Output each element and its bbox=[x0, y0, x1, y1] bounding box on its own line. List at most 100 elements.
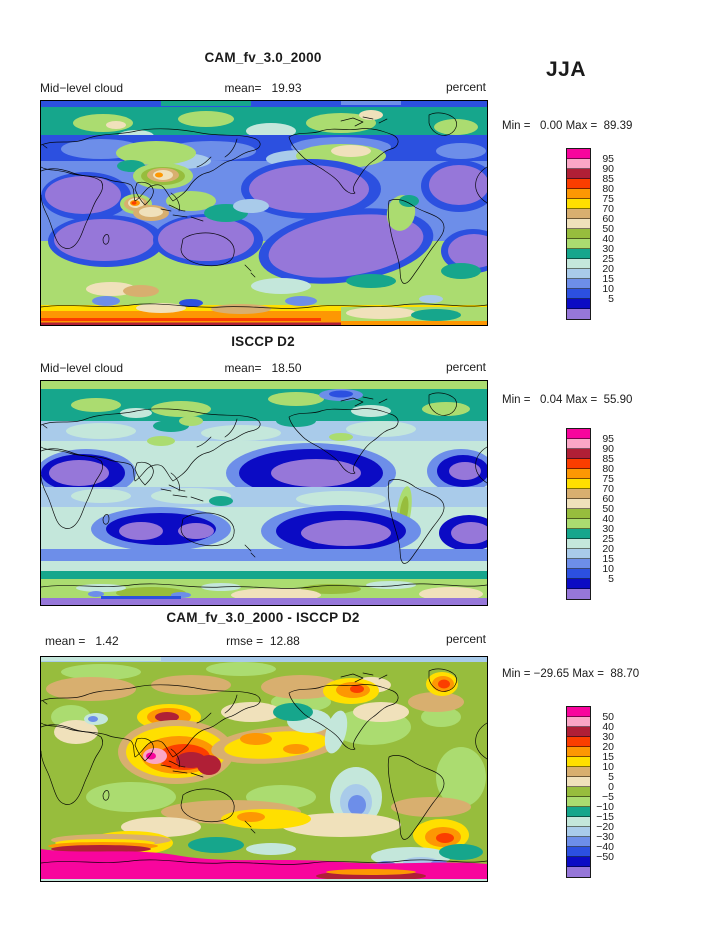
colorbar-swatch-crimson bbox=[567, 727, 590, 737]
colorbar-swatch-crimson bbox=[567, 169, 590, 179]
colorbar-3-bar bbox=[566, 706, 591, 878]
panel3-title: CAM_fv_3.0_2000 - ISCCP D2 bbox=[166, 610, 360, 625]
panel3-mean-label: mean = 1.42 bbox=[45, 634, 119, 648]
colorbar-label: 40 bbox=[602, 233, 614, 245]
colorbar-swatch-lightgreen bbox=[567, 797, 590, 807]
colorbar-swatch-lightblue bbox=[567, 269, 590, 279]
map-panel2 bbox=[40, 380, 488, 606]
colorbar-swatch-palecyan bbox=[567, 817, 590, 827]
colorbar-label: 20 bbox=[602, 263, 614, 275]
colorbar-label: 20 bbox=[602, 741, 614, 753]
colorbar-label: 70 bbox=[602, 203, 614, 215]
colorbar-swatch-lightgreen bbox=[567, 519, 590, 529]
colorbar-label: 15 bbox=[602, 553, 614, 565]
map2-graphic bbox=[41, 381, 487, 605]
colorbar-label: −20 bbox=[596, 821, 614, 833]
colorbar-label: 70 bbox=[602, 483, 614, 495]
colorbar-label: 5 bbox=[608, 771, 614, 783]
colorbar-label: 80 bbox=[602, 183, 614, 195]
colorbar-label: 40 bbox=[602, 721, 614, 733]
colorbar-label: 50 bbox=[602, 223, 614, 235]
colorbar-label: 95 bbox=[602, 153, 614, 165]
colorbar-swatch-palecyan bbox=[567, 539, 590, 549]
colorbar-1-labels: 95 90 85 80 75 70 60 50 40 30 25 20 15 10 5 bbox=[592, 149, 614, 319]
colorbar-label: −40 bbox=[596, 841, 614, 853]
colorbar-label: 60 bbox=[602, 493, 614, 505]
colorbar-swatch-cornflower bbox=[567, 837, 590, 847]
panel2-minmax: Min = 0.04 Max = 55.90 bbox=[502, 394, 633, 406]
colorbar-label: 75 bbox=[602, 193, 614, 205]
colorbar-label: 25 bbox=[602, 253, 614, 265]
colorbar-swatch-teal bbox=[567, 807, 590, 817]
colorbar-label: 5 bbox=[608, 573, 614, 585]
panel2-units-label: percent bbox=[445, 360, 486, 374]
colorbar-label: 5 bbox=[608, 293, 614, 305]
colorbar-label: 85 bbox=[602, 453, 614, 465]
colorbar-label: 10 bbox=[602, 283, 614, 295]
colorbar-swatch-pink bbox=[567, 717, 590, 727]
colorbar-swatch-magenta bbox=[567, 429, 590, 439]
colorbar-swatch-royal bbox=[567, 847, 590, 857]
colorbar-swatch-magenta bbox=[567, 149, 590, 159]
panel3-minmax: Min = −29.65 Max = 88.70 bbox=[502, 668, 640, 680]
panel1-variable-label: Mid−level cloud bbox=[40, 81, 124, 95]
colorbar-swatch-cream bbox=[567, 219, 590, 229]
colorbar-label: 10 bbox=[602, 563, 614, 575]
colorbar-label: 20 bbox=[602, 543, 614, 555]
colorbar-swatch-yellow bbox=[567, 479, 590, 489]
colorbar-swatch-magenta bbox=[567, 707, 590, 717]
colorbar-swatch-red bbox=[567, 737, 590, 747]
colorbar-label: −5 bbox=[602, 791, 614, 803]
colorbar-swatch-olive bbox=[567, 229, 590, 239]
map-panel3 bbox=[40, 656, 488, 882]
colorbar-label: 90 bbox=[602, 443, 614, 455]
colorbar-label: −30 bbox=[596, 831, 614, 843]
colorbar-swatch-crimson bbox=[567, 449, 590, 459]
colorbar-label: 10 bbox=[602, 761, 614, 773]
colorbar-swatch-tan bbox=[567, 209, 590, 219]
colorbar-swatch-purple bbox=[567, 309, 590, 319]
map2-field bbox=[41, 381, 487, 605]
colorbar-swatch-cornflower bbox=[567, 279, 590, 289]
colorbar-label: 85 bbox=[602, 173, 614, 185]
colorbar-swatch-teal bbox=[567, 249, 590, 259]
colorbar-label: −10 bbox=[596, 801, 614, 813]
colorbar-swatch-lightblue bbox=[567, 827, 590, 837]
map-panel1 bbox=[40, 100, 488, 326]
season-label: JJA bbox=[546, 58, 587, 81]
colorbar-swatch-navy bbox=[567, 579, 590, 589]
colorbar-label: 25 bbox=[602, 533, 614, 545]
colorbar-swatch-cornflower bbox=[567, 559, 590, 569]
map3-graphic bbox=[41, 657, 487, 881]
colorbar-swatch-olive bbox=[567, 509, 590, 519]
colorbar-1-bar bbox=[566, 148, 591, 320]
colorbar-2-bar bbox=[566, 428, 591, 600]
colorbar-3-labels: 50 40 30 20 15 10 5 0 −5 −10 −15 −20 −30 −40 −50 bbox=[592, 707, 614, 877]
colorbar-label: 90 bbox=[602, 163, 614, 175]
colorbar-swatch-orange bbox=[567, 469, 590, 479]
panel2-title: ISCCP D2 bbox=[231, 334, 295, 349]
map3-field bbox=[41, 657, 487, 881]
colorbar-swatch-royal bbox=[567, 289, 590, 299]
colorbar-label: 75 bbox=[602, 473, 614, 485]
colorbar-label: 95 bbox=[602, 433, 614, 445]
colorbar-swatch-yellow bbox=[567, 757, 590, 767]
colorbar-swatch-tan bbox=[567, 489, 590, 499]
colorbar-swatch-royal bbox=[567, 569, 590, 579]
colorbar-swatch-pink bbox=[567, 159, 590, 169]
colorbar-swatch-red bbox=[567, 179, 590, 189]
colorbar-label: 80 bbox=[602, 463, 614, 475]
colorbar-label: 30 bbox=[602, 243, 614, 255]
panel3-units-label: percent bbox=[445, 632, 486, 646]
colorbar-label: 50 bbox=[602, 503, 614, 515]
colorbar-swatch-purple bbox=[567, 589, 590, 599]
colorbar-2: 95 90 85 80 75 70 60 50 40 30 25 20 15 10 5 bbox=[566, 428, 656, 600]
colorbar-swatch-yellow bbox=[567, 199, 590, 209]
colorbar-swatch-red bbox=[567, 459, 590, 469]
colorbar-swatch-pink bbox=[567, 439, 590, 449]
colorbar-swatch-lightgreen bbox=[567, 239, 590, 249]
colorbar-label: −50 bbox=[596, 851, 614, 863]
colorbar-3: 50 40 30 20 15 10 5 0 −5 −10 −15 −20 −30 −40 −50 bbox=[566, 706, 656, 878]
colorbar-2-labels: 95 90 85 80 75 70 60 50 40 30 25 20 15 10 5 bbox=[592, 429, 614, 599]
